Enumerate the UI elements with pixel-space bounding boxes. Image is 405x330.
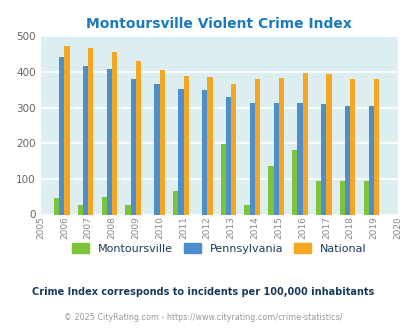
Bar — [112, 51, 117, 214]
Bar — [339, 182, 344, 215]
Bar — [220, 144, 225, 214]
Legend: Montoursville, Pennsylvania, National: Montoursville, Pennsylvania, National — [68, 239, 370, 258]
Bar — [183, 76, 188, 214]
Bar — [244, 205, 249, 214]
Bar — [320, 104, 326, 214]
Title: Montoursville Violent Crime Index: Montoursville Violent Crime Index — [86, 17, 351, 31]
Bar — [125, 205, 130, 214]
Bar — [373, 80, 378, 214]
Bar — [368, 106, 373, 214]
Bar — [296, 103, 302, 214]
Bar — [88, 48, 93, 214]
Bar — [78, 205, 83, 214]
Bar — [292, 150, 296, 214]
Bar — [273, 103, 278, 214]
Bar — [302, 73, 307, 215]
Bar — [225, 97, 230, 214]
Bar — [154, 84, 159, 214]
Bar — [178, 89, 183, 214]
Bar — [83, 66, 88, 214]
Text: © 2025 CityRating.com - https://www.cityrating.com/crime-statistics/: © 2025 CityRating.com - https://www.city… — [64, 313, 341, 322]
Bar — [107, 69, 112, 215]
Bar — [350, 79, 355, 214]
Bar — [202, 90, 207, 214]
Bar — [315, 182, 320, 215]
Bar — [130, 79, 136, 214]
Bar — [363, 182, 368, 215]
Bar — [101, 197, 107, 215]
Bar — [230, 84, 236, 214]
Bar — [173, 191, 178, 214]
Bar — [59, 57, 64, 214]
Bar — [136, 60, 141, 214]
Bar — [64, 46, 70, 214]
Bar — [249, 103, 254, 214]
Bar — [278, 78, 284, 214]
Bar — [54, 198, 59, 214]
Bar — [326, 74, 331, 214]
Bar — [344, 106, 350, 214]
Bar — [159, 70, 164, 214]
Text: Crime Index corresponds to incidents per 100,000 inhabitants: Crime Index corresponds to incidents per… — [32, 287, 373, 297]
Bar — [268, 166, 273, 214]
Bar — [254, 80, 260, 214]
Bar — [207, 77, 212, 215]
